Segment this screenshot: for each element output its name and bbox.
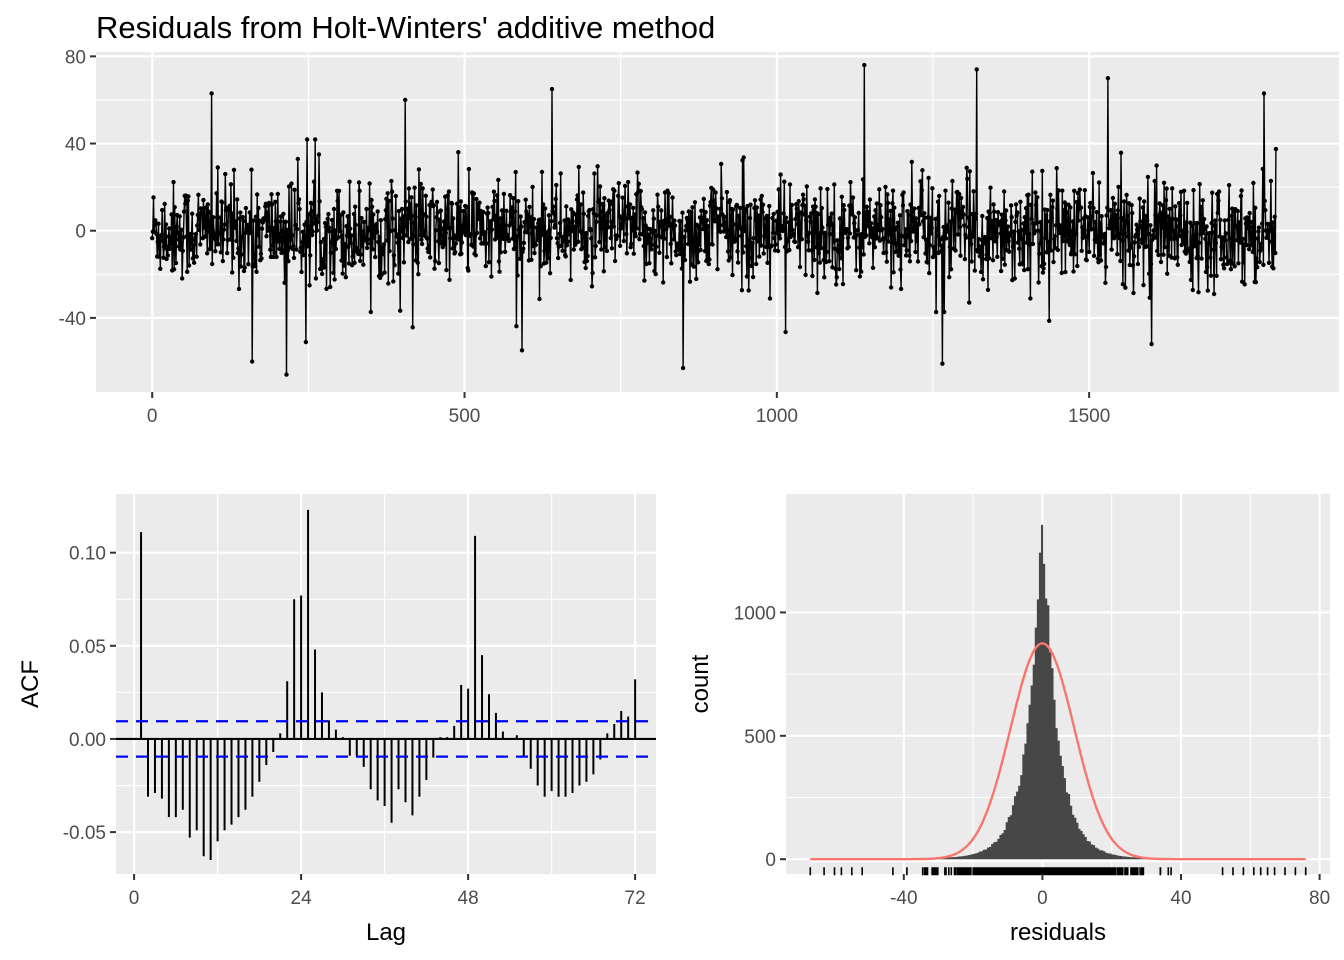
histogram-bar — [903, 524, 1183, 860]
residuals-points — [150, 62, 1279, 377]
acf-y-tick-label: 0.05 — [69, 637, 106, 658]
acf-panel-background — [116, 494, 656, 874]
acf-y-label: ACF — [17, 660, 44, 708]
residuals-axes: 0 500 1000 1500 -40 0 40 80 — [59, 47, 1111, 427]
histogram-y-tick-label: 500 — [744, 727, 776, 748]
histogram-x-tick-label: 0 — [1037, 888, 1048, 909]
residuals-x-tick-label: 1000 — [756, 406, 798, 427]
histogram-y-tick-label: 0 — [765, 850, 776, 871]
histogram-y-tick-label: 1000 — [734, 603, 776, 624]
acf-panel: 0 24 48 72 -0.05 0.00 0.05 0.10 Lag ACF — [17, 494, 656, 946]
residuals-x-tick-label: 0 — [147, 406, 158, 427]
residuals-y-tick-label: 80 — [65, 47, 86, 68]
acf-x-tick-label: 24 — [291, 888, 313, 909]
acf-bars — [116, 509, 656, 861]
residuals-x-tick-label: 500 — [449, 406, 481, 427]
acf-x-label: Lag — [366, 919, 406, 946]
chart-title: Residuals from Holt-Winters' additive me… — [96, 10, 715, 45]
acf-x-tick-label: 48 — [458, 888, 479, 909]
acf-axes: 0 24 48 72 -0.05 0.00 0.05 0.10 — [63, 544, 646, 909]
residuals-series — [150, 62, 1279, 377]
residuals-y-tick-label: 40 — [65, 135, 86, 156]
residuals-y-tick-label: -40 — [59, 309, 86, 330]
histogram-x-tick-label: -40 — [890, 888, 917, 909]
residuals-x-tick-label: 1500 — [1068, 406, 1110, 427]
histogram-x-tick-label: 80 — [1309, 888, 1330, 909]
acf-y-tick-label: 0.00 — [69, 730, 106, 751]
histogram-x-tick-label: 40 — [1170, 888, 1191, 909]
acf-y-tick-label: 0.10 — [69, 544, 106, 565]
acf-x-tick-label: 72 — [625, 888, 646, 909]
histogram-bars — [809, 524, 1307, 876]
histogram-x-label: residuals — [1010, 919, 1106, 946]
acf-x-tick-label: 0 — [129, 888, 140, 909]
residuals-y-tick-label: 0 — [75, 222, 86, 243]
histogram-rug — [809, 867, 1307, 876]
histogram-y-label: count — [687, 654, 714, 713]
histogram-panel: -40 0 40 80 0 500 1000 residuals count — [687, 494, 1330, 946]
normal-curve — [810, 642, 1306, 861]
residuals-panel: 0 500 1000 1500 -40 0 40 80 — [59, 47, 1339, 427]
acf-y-tick-label: -0.05 — [63, 823, 106, 844]
histogram-axes: -40 0 40 80 0 500 1000 — [734, 603, 1330, 909]
residuals-line — [151, 65, 1277, 375]
